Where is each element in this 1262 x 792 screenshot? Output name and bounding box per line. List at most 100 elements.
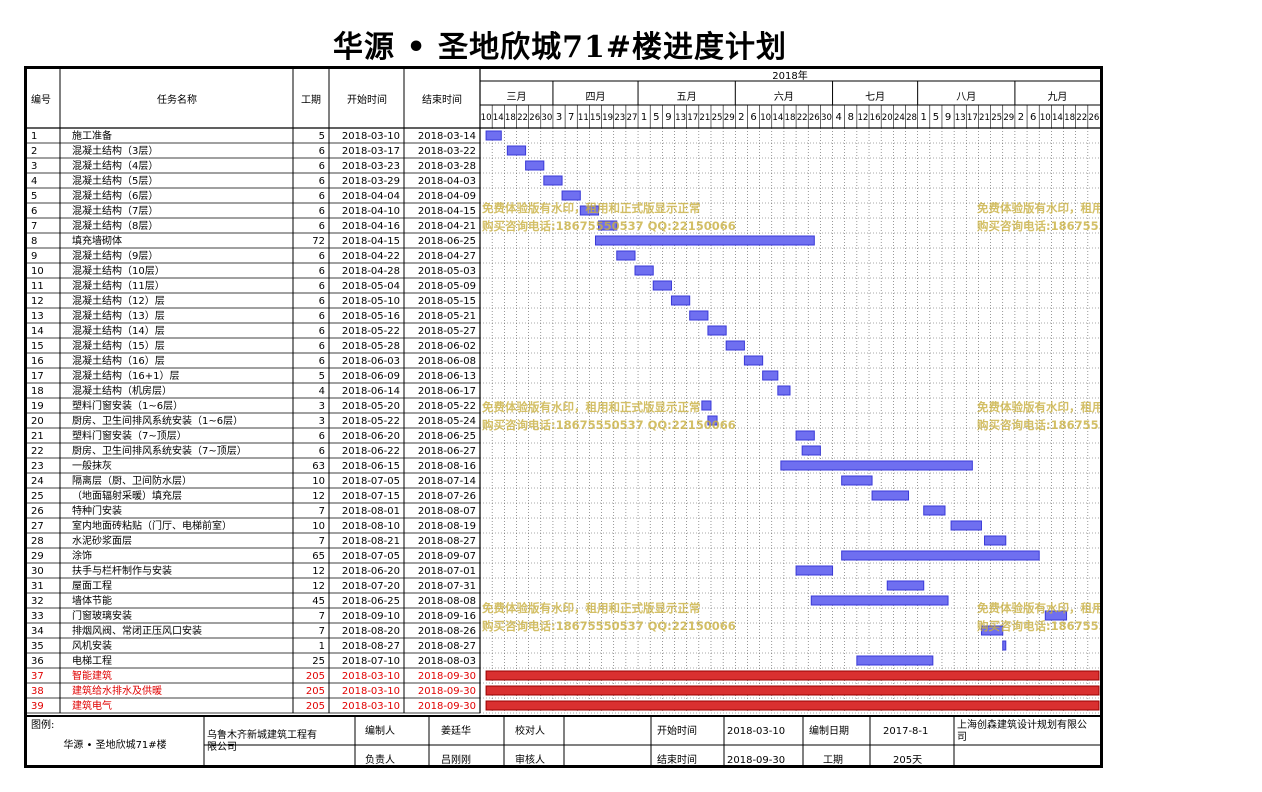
task-end: 2018-06-25 [418,236,476,247]
task-duration: 6 [319,431,325,442]
day-label: 2 [1018,112,1024,123]
task-bar [707,415,718,426]
task-no: 19 [31,401,44,412]
task-name: 特种门安装 [72,504,122,517]
task-no: 21 [31,431,44,442]
task-bar [707,325,727,336]
day-label: 15 [590,113,601,123]
day-label: 10 [760,113,771,123]
task-bar [525,160,545,171]
task-start: 2018-08-20 [342,626,400,637]
task-bar [980,625,1004,636]
task-no: 6 [31,206,37,217]
task-name: 混凝土结构（16）层 [72,354,165,367]
task-no: 28 [31,536,44,547]
watermark-text: 购买咨询电话:18675550537 QQ:22150066 [977,418,1100,432]
task-start: 2018-06-25 [342,596,400,607]
footer-contractor: 乌鲁木齐新城建筑工程有 [207,728,317,741]
task-duration: 4 [319,386,325,397]
day-label: 12 [857,113,868,123]
day-label: 24 [894,113,905,123]
task-duration: 3 [319,416,325,427]
task-start: 2018-03-10 [342,671,400,682]
task-end: 2018-06-13 [418,371,476,382]
day-label: 29 [1003,113,1014,123]
day-label: 4 [835,112,841,123]
task-no: 29 [31,551,44,562]
task-name: 混凝土结构（14）层 [72,324,165,337]
task-start: 2018-07-15 [342,491,400,502]
task-duration: 6 [319,341,325,352]
task-duration: 12 [312,566,325,577]
day-label: 16 [870,113,881,123]
task-no: 3 [31,161,37,172]
task-duration: 205 [306,686,325,697]
task-start: 2018-04-28 [342,266,400,277]
task-bar [543,175,563,186]
task-bar [1044,610,1068,621]
task-name: 混凝土结构（机房层） [72,384,172,397]
day-label: 21 [979,113,990,123]
task-duration: 5 [319,131,325,142]
task-no: 32 [31,596,44,607]
task-start: 2018-07-05 [342,476,400,487]
task-end: 2018-08-07 [418,506,476,517]
task-end: 2018-05-09 [418,281,476,292]
task-start: 2018-07-20 [342,581,400,592]
task-bar [701,400,712,411]
day-label: 11 [578,113,589,123]
task-start: 2018-03-10 [342,686,400,697]
day-label: 1 [641,112,647,123]
task-start: 2018-06-22 [342,446,400,457]
task-no: 7 [31,221,37,232]
task-no: 35 [31,641,44,652]
task-name: 排烟风阀、常闭正压风口安装 [72,624,202,637]
day-label: 13 [675,113,686,123]
day-label: 30 [821,113,832,123]
task-end: 2018-09-30 [418,686,476,697]
task-name: 混凝土结构（11层） [72,279,165,292]
task-end: 2018-08-03 [418,656,476,667]
task-bar [485,685,1100,696]
task-duration: 205 [306,701,325,712]
task-name: 隔离层（厨、卫间防水层） [72,474,192,487]
task-no: 34 [31,626,44,637]
task-bar [634,265,654,276]
task-end: 2018-07-01 [418,566,476,577]
day-label: 10 [1040,113,1051,123]
task-name: 建筑电气 [72,699,112,712]
task-name: 涂饰 [72,549,92,562]
task-bar [598,220,618,231]
task-no: 31 [31,581,44,592]
day-label: 27 [626,113,637,123]
task-duration: 6 [319,446,325,457]
task-no: 16 [31,356,44,367]
footer-designer: 上海创森建筑设计规划有限公 [957,718,1087,731]
day-label: 14 [772,113,783,123]
task-name: 智能建筑 [72,669,112,682]
task-name: 一般抹灰 [72,459,112,472]
day-label: 5 [653,112,659,123]
task-end: 2018-05-03 [418,266,476,277]
task-start: 2018-08-01 [342,506,400,517]
task-name: 混凝土结构（8层） [72,219,158,232]
task-end: 2018-04-09 [418,191,476,202]
task-end: 2018-05-22 [418,401,476,412]
watermark-text: 免费体验版有水印，租用和正式版显示正常 [977,601,1100,615]
footer-designer: 司 [957,732,967,743]
task-bar [616,250,636,261]
header-start-date: 开始时间 [347,93,387,106]
task-no: 36 [31,656,44,667]
task-duration: 6 [319,146,325,157]
day-label: 2 [738,112,744,123]
task-end: 2018-09-30 [418,701,476,712]
end-label: 结束时间 [657,753,697,765]
watermark-text: 购买咨询电话:18675550537 QQ:22150066 [977,619,1100,633]
day-label: 8 [848,112,854,123]
task-bar [743,355,764,366]
task-end: 2018-08-27 [418,641,476,652]
task-start: 2018-05-20 [342,401,400,412]
task-end: 2018-05-15 [418,296,476,307]
task-no: 26 [31,506,44,517]
day-label: 3 [556,112,562,123]
